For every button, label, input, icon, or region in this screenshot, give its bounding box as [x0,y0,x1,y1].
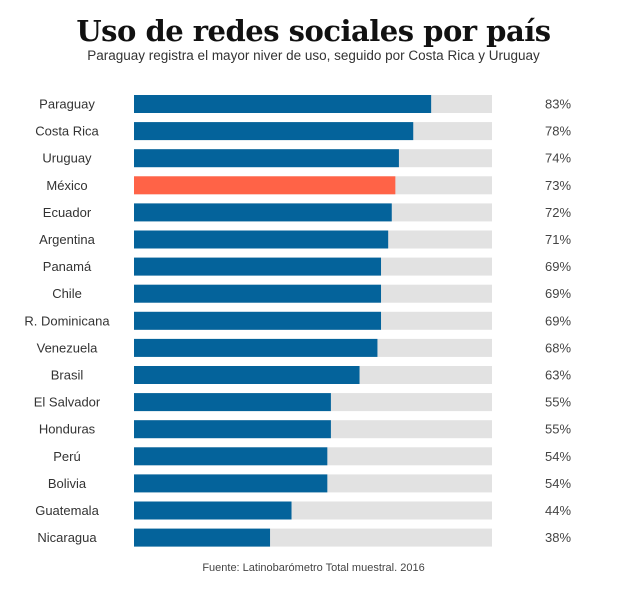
bar-row: R. Dominicana 69% [24,311,571,330]
value-label: 73% [545,178,571,193]
value-label: 54% [545,476,571,491]
bar-row: Venezuela 68% [37,338,571,357]
bar [134,311,382,330]
value-label: 44% [545,503,571,518]
bar-row: Nicaragua 38% [37,528,571,547]
bar-row: Argentina 71% [39,230,571,249]
bar [134,528,271,547]
category-label: Panamá [43,259,92,274]
value-label: 71% [545,232,571,247]
bar [134,366,360,384]
bar-row: El Salvador 55% [34,393,571,412]
bar [134,230,389,249]
value-label: 55% [545,395,571,410]
value-label: 69% [545,259,571,274]
category-label: El Salvador [34,395,101,410]
bar [134,95,432,113]
chart-source: Fuente: Latinobarómetro Total muestral. … [202,562,425,574]
value-label: 38% [545,530,571,545]
category-label: Paraguay [39,97,95,112]
bar-row: Ecuador 72% [43,203,571,222]
value-label: 69% [545,313,571,328]
bar [134,257,382,276]
value-label: 54% [545,449,571,464]
bar-row: Perú 54% [53,447,571,466]
category-label: Argentina [39,232,95,247]
value-label: 55% [545,422,571,437]
bar [134,474,328,493]
value-label: 69% [545,286,571,301]
chart-title: Uso de redes sociales por país [76,14,551,48]
category-label: Honduras [39,422,96,437]
value-label: 68% [545,340,571,355]
bar-row: Brasil 63% [51,366,571,384]
bar [134,393,331,412]
bar [134,122,414,141]
bar-row: Bolivia 54% [48,474,571,493]
bar-row: Paraguay 83% [39,95,571,113]
category-label: Perú [53,449,80,464]
value-label: 63% [545,368,571,383]
category-label: Guatemala [35,503,99,518]
value-label: 72% [545,205,571,220]
bar-row: Uruguay 74% [42,149,571,168]
bar-row: Panamá 69% [43,257,571,276]
value-label: 74% [545,151,571,166]
bar-row: Costa Rica 78% [35,122,571,141]
bar-row: Honduras 55% [39,420,571,439]
category-label: Nicaragua [37,530,97,545]
category-label: Bolivia [48,476,87,491]
bar-row: Chile 69% [52,284,571,303]
bar-row: México 73% [46,176,571,195]
category-label: Venezuela [37,340,98,355]
bar [134,284,382,303]
bar [134,149,399,168]
chart-subtitle: Paraguay registra el mayor niver de uso,… [87,48,540,63]
category-label: Chile [52,286,82,301]
category-label: Brasil [51,368,84,383]
category-label: Ecuador [43,205,92,220]
category-label: Costa Rica [35,124,99,139]
bar [134,338,378,357]
bar-row: Guatemala 44% [35,501,571,520]
category-label: México [46,178,87,193]
bar [134,501,292,520]
category-label: Uruguay [42,151,92,166]
bar [134,420,331,439]
value-label: 78% [545,124,571,139]
category-label: R. Dominicana [24,313,110,328]
bar [134,176,396,195]
bar [134,447,328,466]
bar [134,203,392,222]
value-label: 83% [545,97,571,112]
